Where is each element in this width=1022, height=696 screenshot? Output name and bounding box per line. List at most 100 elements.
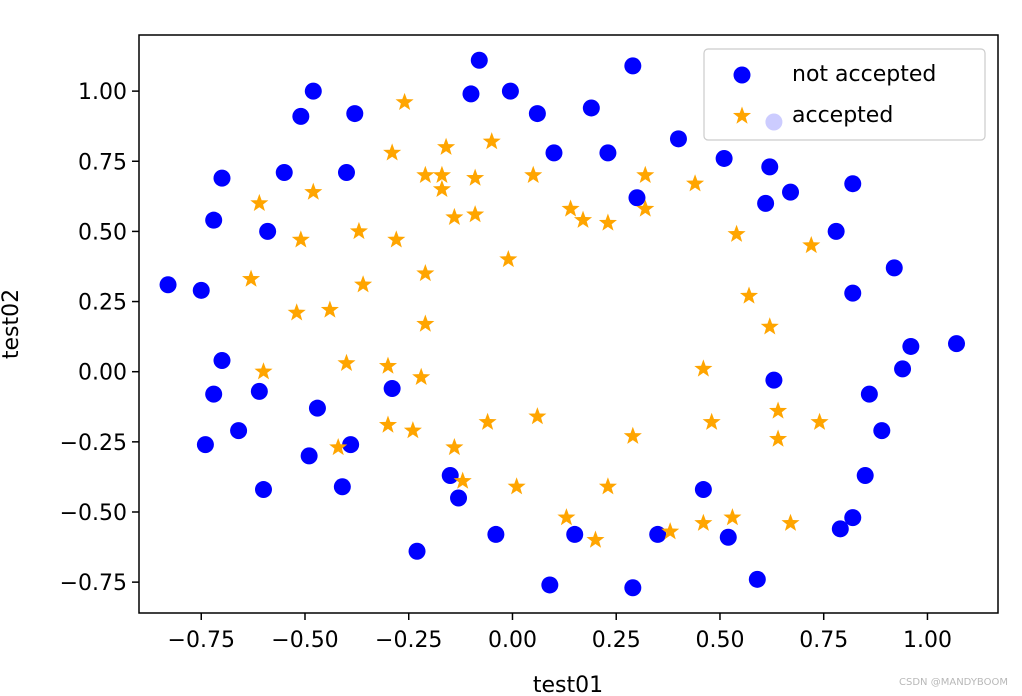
- x-tick-label: 1.00: [903, 628, 952, 653]
- data-point-not-accepted: [566, 525, 584, 543]
- data-point-not-accepted: [948, 335, 966, 353]
- data-point-accepted: [598, 213, 617, 231]
- data-point-not-accepted: [761, 158, 779, 176]
- data-point-not-accepted: [748, 570, 766, 588]
- data-point-accepted: [349, 221, 368, 240]
- y-tick-label: 0.25: [78, 291, 127, 316]
- data-point-accepted: [623, 426, 642, 444]
- data-point-not-accepted: [885, 259, 903, 277]
- data-point-not-accepted: [292, 107, 310, 125]
- data-point-accepted: [661, 522, 680, 540]
- data-point-accepted: [437, 137, 456, 155]
- data-point-accepted: [528, 407, 547, 425]
- x-tick-label: −0.75: [168, 628, 235, 653]
- data-point-not-accepted: [346, 105, 364, 123]
- x-tick-label: 0.00: [488, 628, 537, 653]
- watermark: CSDN @MANDYBOOM: [899, 677, 1008, 688]
- data-point-accepted: [524, 165, 543, 183]
- data-point-accepted: [445, 207, 464, 226]
- data-point-accepted: [723, 508, 742, 526]
- data-point-not-accepted: [470, 51, 488, 69]
- x-tick-label: −0.25: [375, 628, 442, 653]
- data-point-accepted: [337, 353, 356, 371]
- plot-area-frame: [138, 34, 999, 614]
- data-point-not-accepted: [342, 436, 360, 454]
- data-point-not-accepted: [462, 85, 480, 103]
- data-point-accepted: [445, 437, 464, 456]
- data-point-accepted: [702, 412, 721, 430]
- data-point-accepted: [432, 179, 451, 198]
- data-point-not-accepted: [254, 481, 272, 499]
- data-point-accepted: [573, 210, 593, 228]
- data-point-accepted: [636, 199, 655, 217]
- data-point-accepted: [694, 359, 713, 377]
- x-tick-label: 0.75: [799, 628, 848, 653]
- y-tick-label: 0.75: [78, 150, 127, 175]
- data-point-accepted: [287, 303, 306, 321]
- data-point-not-accepted: [541, 576, 559, 594]
- data-point-not-accepted: [545, 144, 563, 162]
- data-point-not-accepted: [844, 284, 862, 302]
- data-point-not-accepted: [599, 144, 617, 162]
- data-point-not-accepted: [860, 385, 878, 403]
- data-point-not-accepted: [628, 189, 646, 207]
- data-point-not-accepted: [383, 380, 401, 398]
- data-point-accepted: [769, 429, 788, 447]
- y-tick-label: 1.00: [78, 80, 127, 105]
- data-point-accepted: [291, 230, 310, 248]
- data-point-accepted: [810, 412, 829, 430]
- x-tick-label: −0.50: [271, 628, 338, 653]
- data-point-accepted: [636, 165, 655, 183]
- data-point-accepted: [453, 471, 472, 489]
- data-point-accepted: [802, 235, 821, 254]
- data-point-not-accepted: [782, 183, 800, 201]
- data-point-not-accepted: [844, 509, 862, 527]
- data-point-not-accepted: [205, 385, 223, 403]
- data-point-not-accepted: [333, 478, 351, 496]
- data-point-not-accepted: [304, 82, 322, 100]
- data-point-not-accepted: [765, 371, 783, 389]
- data-point-not-accepted: [719, 528, 737, 546]
- y-axis-label: test02: [0, 289, 24, 359]
- data-point-accepted: [395, 92, 414, 111]
- data-point-not-accepted: [831, 520, 849, 538]
- data-point-not-accepted: [902, 337, 920, 355]
- data-point-not-accepted: [649, 525, 667, 543]
- data-point-not-accepted: [196, 436, 214, 454]
- y-axis-ticks: −0.75 −0.50 −0.25 0.00 0.25 0.50 0.75 1.00: [60, 80, 139, 596]
- data-point-accepted: [557, 508, 576, 526]
- data-point-accepted: [304, 182, 323, 200]
- data-point-accepted: [694, 513, 713, 531]
- x-tick-label: 0.25: [592, 628, 641, 653]
- data-point-not-accepted: [213, 169, 231, 187]
- data-point-accepted: [769, 401, 788, 419]
- data-point-accepted: [378, 415, 398, 433]
- data-point-accepted: [781, 513, 800, 531]
- data-point-accepted: [250, 193, 269, 212]
- y-tick-label: −0.50: [60, 501, 127, 526]
- data-point-not-accepted: [715, 149, 733, 167]
- data-point-accepted: [739, 286, 759, 304]
- data-point-accepted: [387, 230, 406, 248]
- data-point-not-accepted: [501, 82, 519, 100]
- data-point-not-accepted: [230, 422, 248, 440]
- legend-marker-accepted: [732, 106, 752, 124]
- data-point-not-accepted: [873, 422, 891, 440]
- data-point-not-accepted: [450, 489, 468, 507]
- legend-label-not-accepted: not accepted: [792, 62, 936, 87]
- data-point-accepted: [254, 362, 273, 380]
- data-point-accepted: [561, 199, 580, 217]
- data-point-accepted: [412, 367, 431, 385]
- x-tick-label: 0.50: [695, 628, 744, 653]
- data-point-accepted: [727, 224, 746, 242]
- data-point-not-accepted: [669, 130, 687, 148]
- data-point-accepted: [466, 205, 485, 223]
- y-tick-label: −0.25: [60, 431, 127, 456]
- data-point-not-accepted: [441, 467, 459, 485]
- data-point-accepted: [383, 143, 402, 161]
- data-point-accepted: [320, 300, 339, 318]
- data-point-not-accepted: [582, 99, 600, 117]
- data-point-not-accepted: [487, 525, 505, 543]
- x-axis-ticks: −0.75 −0.50 −0.25 0.00 0.25 0.50 0.75 1.00: [168, 613, 952, 653]
